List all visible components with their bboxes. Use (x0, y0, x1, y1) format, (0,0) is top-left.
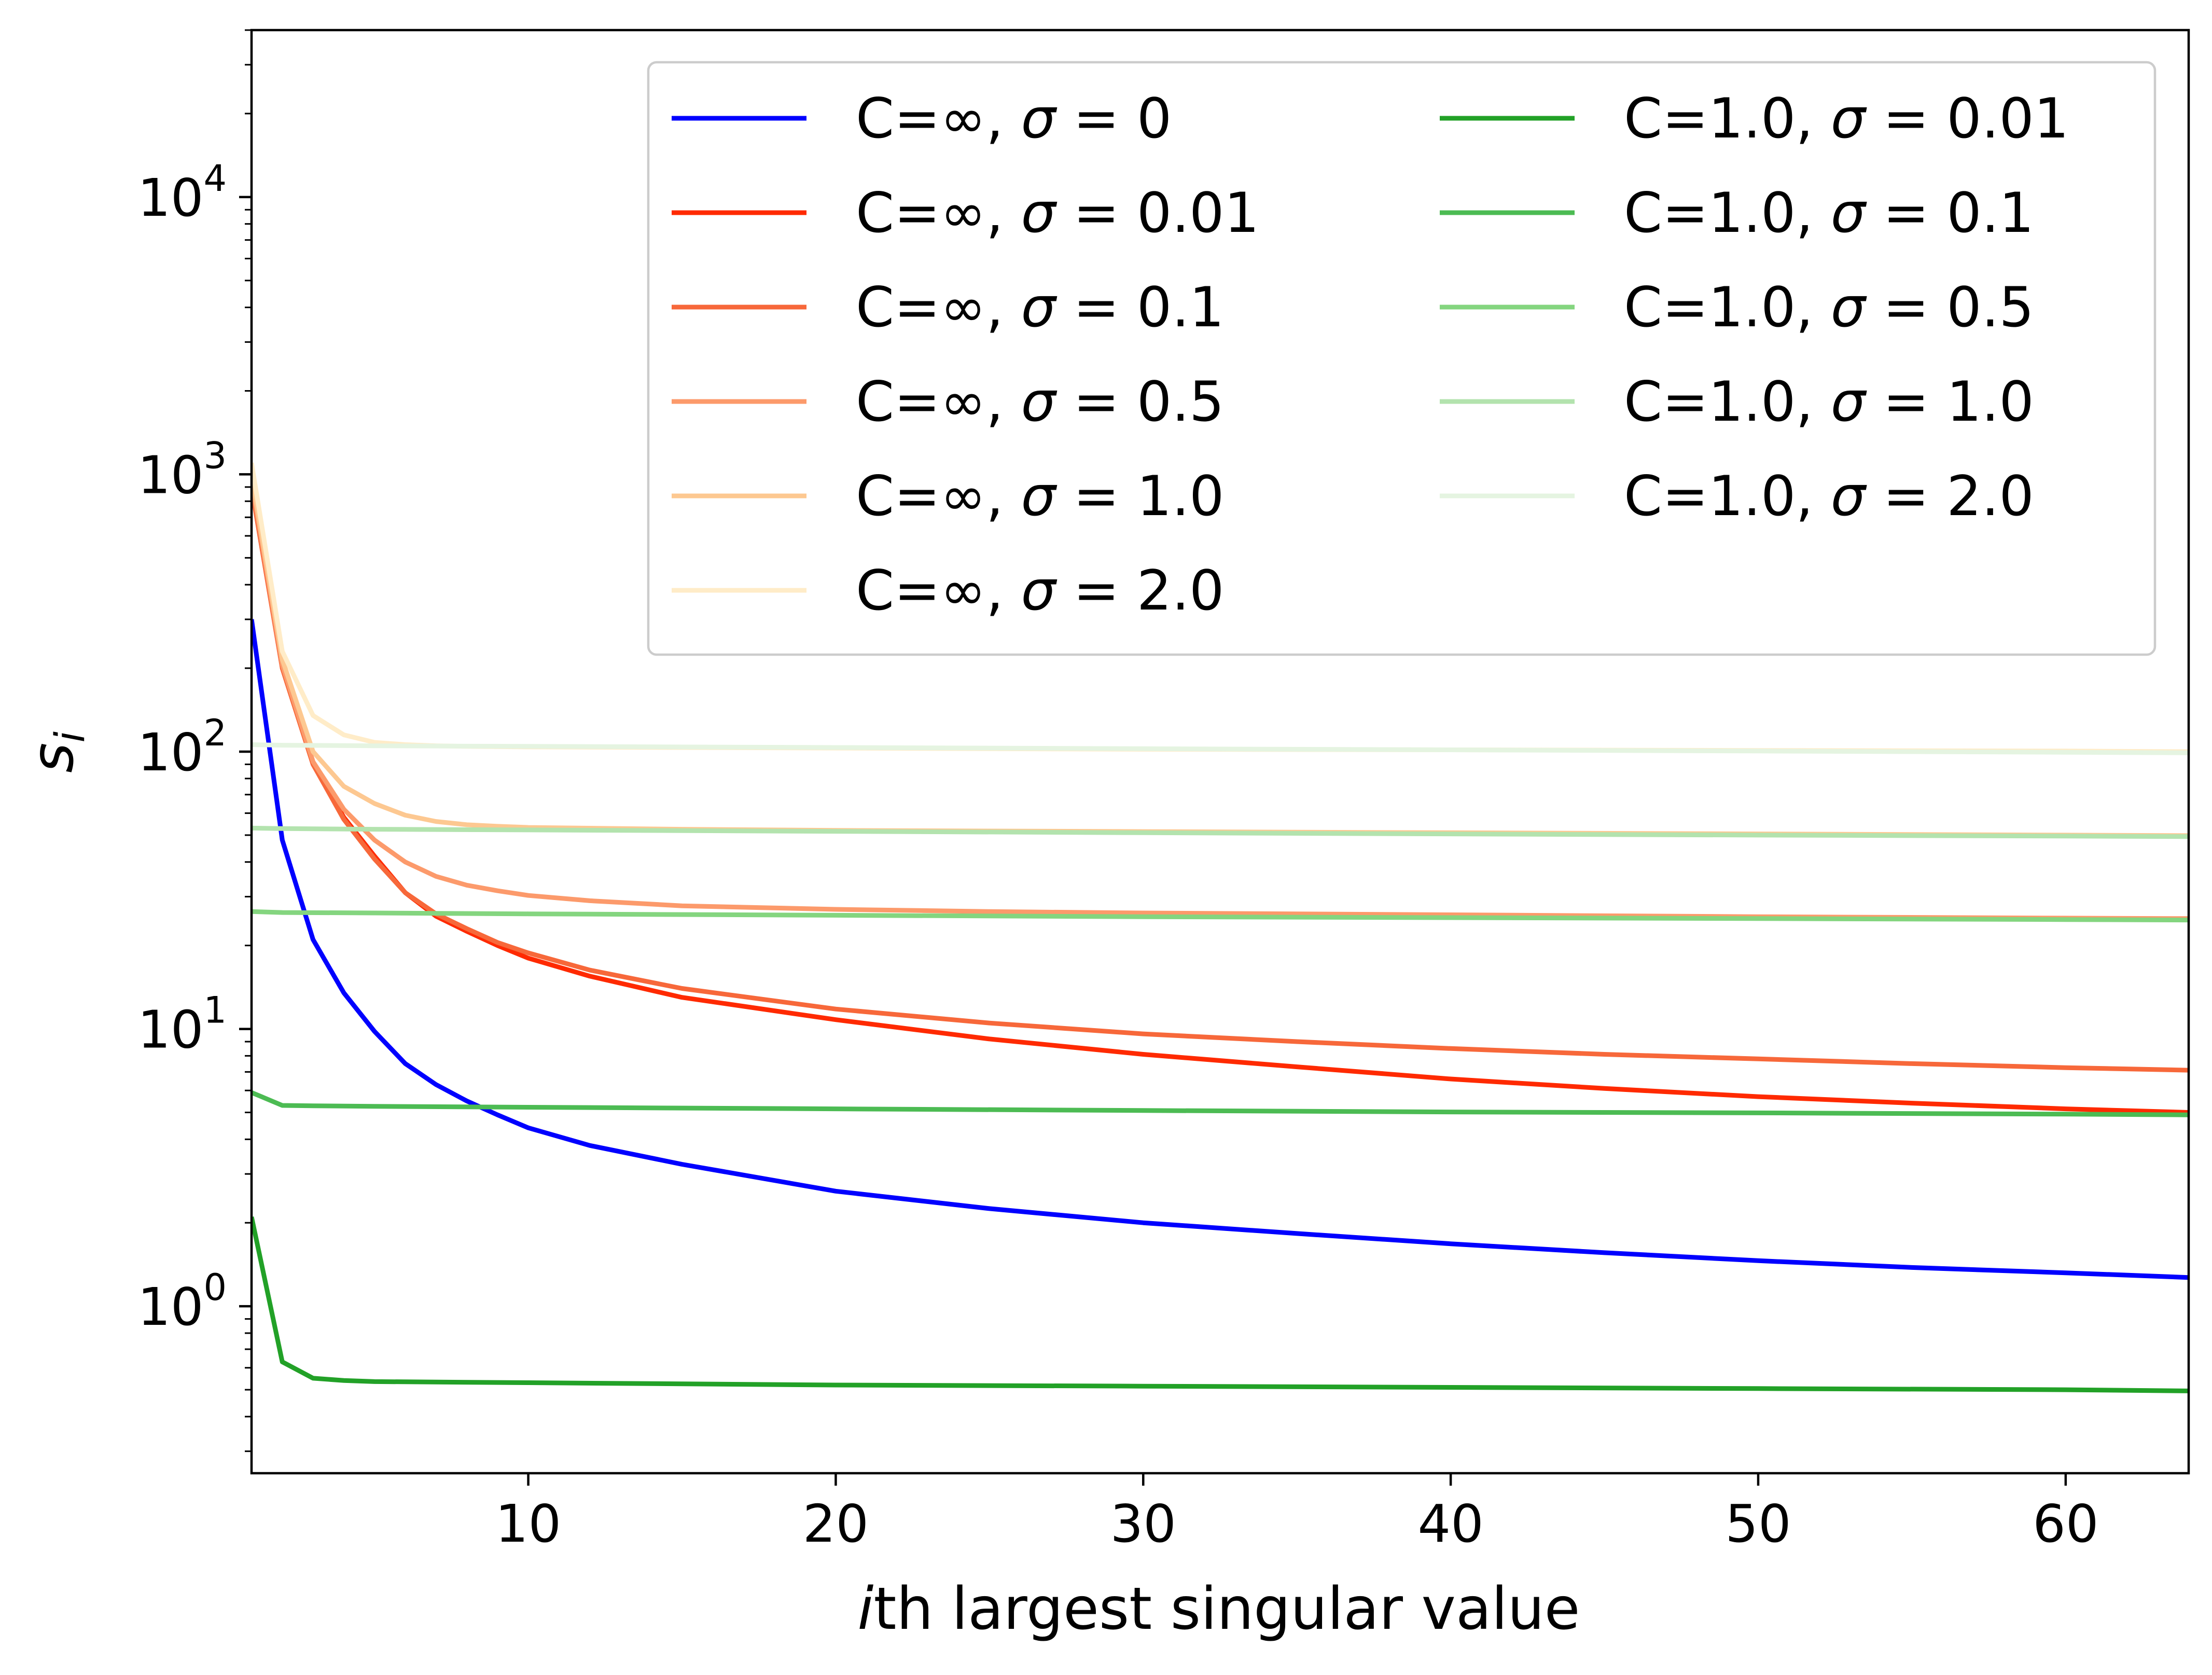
x-tick-label-20: 20 (803, 1493, 869, 1554)
y-tick-label-3: 103 (137, 434, 227, 505)
legend-label: C=1.0, σ = 0.5 (1624, 275, 2034, 339)
legend-label: C=∞, σ = 0 (856, 87, 1172, 150)
x-axis-label: ith largest singular value (857, 1575, 1580, 1643)
series-line-3 (252, 487, 2189, 1073)
legend-item-9: C=1.0, σ = 0.5 (1440, 275, 2034, 339)
legend-label: C=∞, σ = 1.0 (856, 464, 1225, 528)
legend-item-4: C=∞, σ = 0.5 (672, 370, 1225, 434)
legend-label: C=1.0, σ = 1.0 (1624, 370, 2034, 434)
y-axis-label: si (19, 731, 94, 773)
series-line-10 (252, 825, 2189, 839)
legend-item-5: C=∞, σ = 1.0 (672, 464, 1225, 528)
legend-label: C=∞, σ = 2.0 (856, 559, 1225, 622)
legend-label: C=∞, σ = 0.01 (856, 181, 1259, 245)
legend-label: C=1.0, σ = 0.01 (1624, 87, 2069, 150)
legend-item-11: C=1.0, σ = 2.0 (1440, 464, 2034, 528)
legend-item-3: C=∞, σ = 0.1 (672, 275, 1225, 339)
x-tick-label-50: 50 (1725, 1493, 1791, 1554)
y-tick-label-0: 100 (137, 1266, 227, 1337)
legend-item-8: C=1.0, σ = 0.1 (1440, 181, 2034, 245)
y-tick-label-2: 102 (137, 712, 227, 783)
legend-item-7: C=1.0, σ = 0.01 (1440, 87, 2069, 150)
series-line-7 (252, 1216, 2189, 1393)
y-minor-ticks (245, 29, 252, 1452)
series-line-9 (252, 909, 2189, 923)
legend-box (647, 61, 2157, 656)
legend-label: C=1.0, σ = 0.1 (1624, 181, 2034, 245)
x-tick-label-60: 60 (2033, 1493, 2098, 1554)
axes-layer: 10 20 30 40 50 60 100 101 102 103 104 (137, 29, 2190, 1554)
series-line-8 (252, 1090, 2189, 1117)
legend-item-2: C=∞, σ = 0.01 (672, 181, 1259, 245)
legend: C=∞, σ = 0 C=∞, σ = 0.01 C=∞, σ = 0.1 C=∞, … (647, 61, 2157, 656)
legend-item-6: C=∞, σ = 2.0 (672, 559, 1225, 622)
x-tick-label-40: 40 (1418, 1493, 1484, 1554)
legend-item-10: C=1.0, σ = 1.0 (1440, 370, 2034, 434)
legend-label: C=∞, σ = 0.1 (856, 275, 1225, 339)
legend-item-1: C=∞, σ = 0 (672, 87, 1172, 150)
series-line-1 (252, 619, 2189, 1280)
x-tick-label-30: 30 (1110, 1493, 1176, 1554)
series-line-4 (252, 480, 2189, 921)
x-tick-label-10: 10 (495, 1493, 561, 1554)
y-tick-label-1: 101 (137, 989, 227, 1060)
legend-label: C=1.0, σ = 2.0 (1624, 464, 2034, 528)
series-line-11 (252, 742, 2189, 755)
y-tick-label-4: 104 (137, 157, 227, 228)
series-layer (252, 462, 2189, 1393)
legend-label: C=∞, σ = 0.5 (856, 370, 1225, 434)
